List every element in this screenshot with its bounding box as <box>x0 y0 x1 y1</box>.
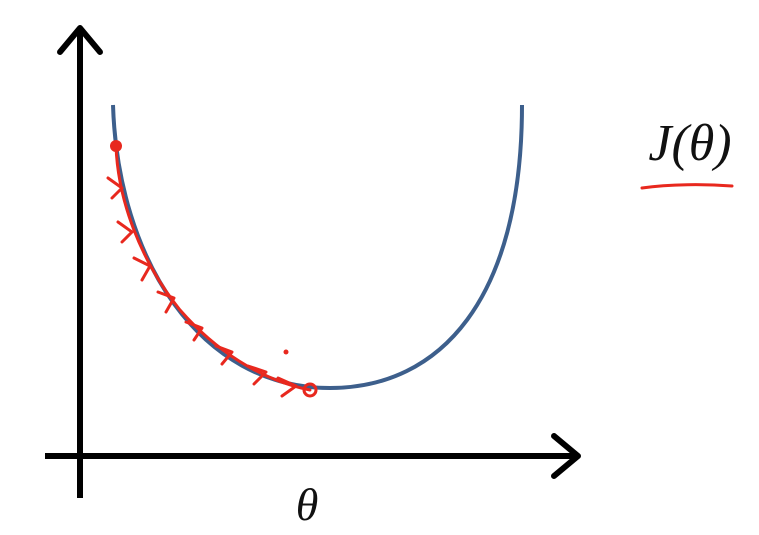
step-arrow <box>214 344 234 366</box>
step-arrow <box>246 364 268 386</box>
cost-curve <box>111 104 524 391</box>
x-axis-arrow <box>551 433 581 479</box>
step-arrow <box>184 320 204 342</box>
step-arrow <box>156 290 176 314</box>
start-point <box>110 140 122 152</box>
stray-dot <box>283 349 289 355</box>
step-arrow <box>106 176 124 200</box>
cost-label: J(θ) <box>648 115 731 172</box>
end-point <box>302 382 318 398</box>
step-arrow <box>132 256 152 282</box>
step-arrow <box>276 376 298 398</box>
cost-underline <box>640 183 734 190</box>
descent-steps <box>106 144 312 398</box>
y-axis-arrow <box>57 25 103 55</box>
step-arrow <box>116 220 134 244</box>
x-axis-label: θ <box>296 479 319 530</box>
